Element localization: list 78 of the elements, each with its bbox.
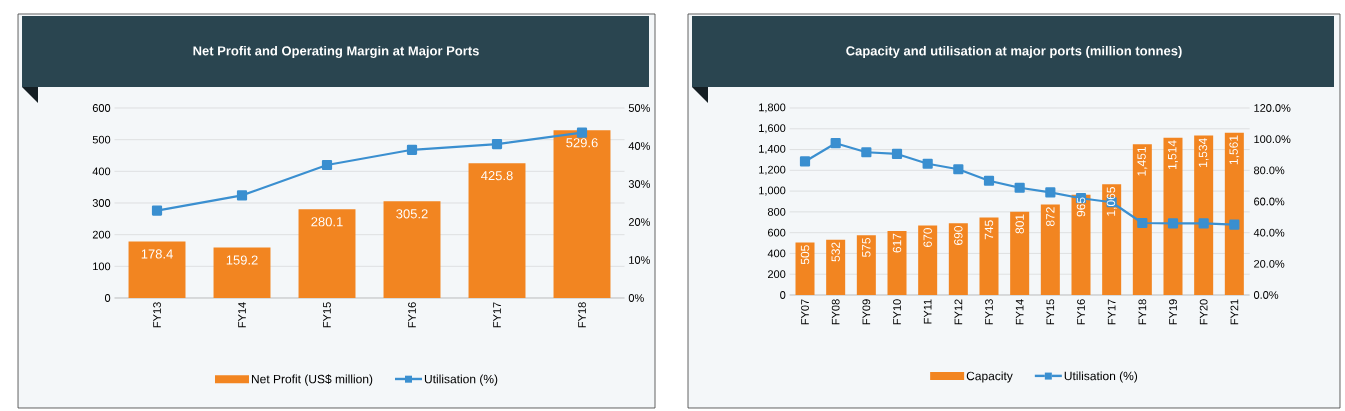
y-tick-label: 400 — [92, 167, 111, 176]
y2-tick-label: 0% — [628, 294, 644, 302]
data-label: 872 — [1046, 207, 1055, 227]
data-label: 617 — [892, 233, 902, 253]
data-label: 745 — [984, 220, 994, 240]
x-tick-label: FY14 — [238, 302, 246, 328]
y2-tick-label: 40.0% — [1253, 228, 1285, 237]
data-label: 529.6 — [566, 138, 598, 148]
data-label: 1,451 — [1137, 147, 1148, 176]
legend-label: Capacity — [966, 371, 1013, 383]
data-label: 425.8 — [481, 171, 513, 181]
data-label: 801 — [1015, 214, 1024, 234]
x-tick-label: FY18 — [578, 302, 586, 328]
data-label: 1,065 — [1106, 187, 1117, 216]
x-tick-label: FY13 — [985, 299, 993, 325]
x-tick-label: FY16 — [1077, 299, 1085, 325]
data-label: 532 — [831, 242, 840, 262]
x-tick-label: FY07 — [801, 299, 809, 325]
y2-tick-label: 80.0% — [1254, 166, 1285, 175]
y-tick-label: 1,200 — [759, 165, 786, 175]
y-tick-label: 800 — [767, 207, 786, 216]
y-tick-label: 200 — [768, 270, 786, 279]
y-tick-label: 600 — [768, 228, 786, 237]
y-tick-label: 300 — [92, 199, 111, 207]
y-tick-label: 1,000 — [759, 186, 786, 196]
x-tick-label: FY15 — [323, 302, 331, 328]
y-tick-label: 500 — [92, 135, 111, 144]
data-label: 280.1 — [311, 217, 343, 227]
y-tick-label: 200 — [92, 230, 111, 239]
legend-label: Utilisation (%) — [424, 374, 498, 386]
data-label: 505 — [800, 245, 810, 265]
x-tick-label: FY08 — [831, 299, 840, 325]
x-tick-label: FY17 — [1107, 299, 1116, 325]
x-tick-label: FY21 — [1230, 299, 1239, 325]
chart-title: Capacity and utilisation at major ports (million tonnes) — [846, 45, 1182, 59]
y2-tick-label: 100.0% — [1254, 135, 1291, 144]
x-tick-label: FY17 — [493, 302, 501, 328]
x-tick-label: FY09 — [862, 299, 871, 325]
y2-tick-label: 0.0% — [1253, 291, 1279, 299]
x-tick-label: FY18 — [1138, 299, 1147, 325]
y2-tick-label: 30% — [628, 180, 650, 188]
data-label: 575 — [862, 237, 871, 257]
data-label: 670 — [923, 228, 932, 247]
x-tick-label: FY10 — [893, 299, 901, 325]
legend-label: Utilisation (%) — [1064, 371, 1138, 383]
y-tick-label: 1,600 — [759, 124, 786, 134]
y-tick-label: 1,400 — [759, 145, 786, 155]
y-tick-label: 0 — [780, 291, 786, 299]
data-label: 1,561 — [1229, 135, 1240, 165]
data-label: 305.2 — [396, 209, 428, 219]
y2-tick-label: 20% — [628, 218, 650, 226]
x-tick-label: FY14 — [1015, 299, 1024, 325]
y-tick-label: 0 — [104, 294, 111, 302]
data-label: 965 — [1076, 197, 1086, 217]
data-label: 178.4 — [141, 249, 173, 259]
x-tick-label: FY12 — [954, 299, 963, 325]
data-label: 690 — [954, 225, 963, 245]
y-tick-label: 1,800 — [759, 103, 786, 113]
data-label: 1,514 — [1168, 140, 1178, 170]
y2-tick-label: 20.0% — [1254, 259, 1285, 268]
chart-title: Net Profit and Operating Margin at Major Ports — [193, 45, 479, 59]
data-label: 1,534 — [1198, 138, 1209, 167]
y2-tick-label: 10% — [629, 256, 650, 264]
x-tick-label: FY15 — [1046, 299, 1055, 325]
x-tick-label: FY13 — [153, 302, 161, 328]
legend-label: Net Profit (US$ million) — [251, 374, 373, 386]
y-tick-label: 100 — [93, 262, 111, 271]
y-tick-label: 600 — [92, 104, 111, 112]
y2-tick-label: 120.0% — [1254, 104, 1291, 112]
x-tick-label: FY20 — [1199, 299, 1208, 325]
y-tick-label: 400 — [767, 249, 786, 258]
x-tick-label: FY19 — [1169, 299, 1177, 325]
x-tick-label: FY11 — [923, 299, 932, 324]
data-label: 159.2 — [226, 255, 258, 265]
y2-tick-label: 60.0% — [1254, 197, 1285, 206]
y2-tick-label: 50% — [628, 104, 650, 112]
x-tick-label: FY16 — [408, 302, 416, 328]
y2-tick-label: 40% — [628, 142, 650, 150]
